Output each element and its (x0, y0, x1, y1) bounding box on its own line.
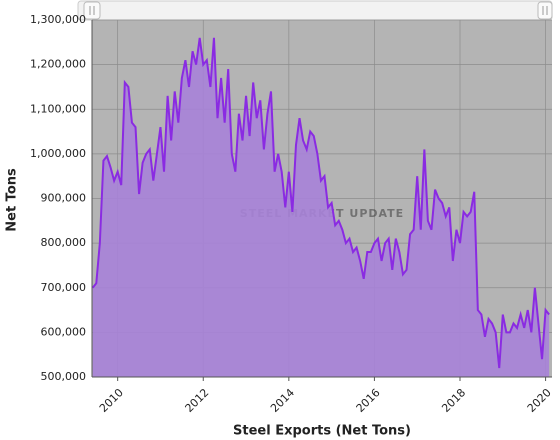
x-axis-title: Steel Exports (Net Tons) (233, 424, 411, 439)
y-tick-label: 500,000 (41, 370, 87, 383)
x-tick-label: 2014 (268, 386, 297, 415)
slider-handle-left[interactable] (83, 1, 101, 20)
x-tick-label: 2010 (97, 386, 126, 415)
x-tick-label: 2016 (354, 386, 383, 415)
x-tick-label: 2012 (183, 386, 212, 415)
y-tick-label: 1,300,000 (30, 13, 86, 26)
y-tick-label: 600,000 (41, 325, 87, 338)
y-tick-label: 900,000 (41, 192, 87, 205)
range-slider[interactable] (77, 0, 553, 21)
y-axis-title: Net Tons (5, 168, 20, 232)
x-tick-label: 2020 (525, 386, 554, 415)
y-tick-label: 1,200,000 (30, 58, 86, 71)
slider-track[interactable] (77, 0, 553, 21)
y-tick-label: 1,000,000 (30, 147, 86, 160)
y-tick-label: 1,100,000 (30, 102, 86, 115)
area (92, 37, 550, 377)
line (91, 37, 550, 369)
marks (91, 37, 550, 377)
y-tick-label: 800,000 (41, 236, 87, 249)
x-tick-label: 2018 (439, 386, 468, 415)
slider-handle-right[interactable] (537, 1, 553, 20)
y-tick-label: 700,000 (41, 281, 87, 294)
